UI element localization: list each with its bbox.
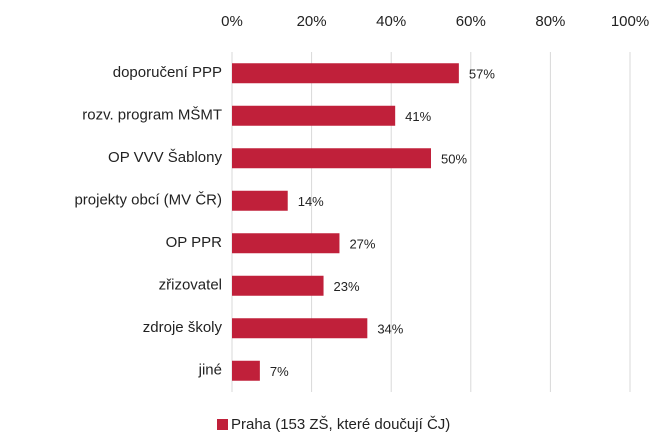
legend-swatch	[217, 419, 228, 430]
y-tick-label: zřizovatel	[159, 277, 222, 294]
bar	[232, 318, 368, 339]
data-label: 23%	[334, 279, 360, 294]
x-tick-label: 60%	[456, 13, 486, 30]
data-label: 50%	[441, 152, 467, 167]
bar	[232, 190, 288, 211]
legend-label: Praha (153 ZŠ, které doučují ČJ)	[231, 416, 450, 433]
x-tick-label: 80%	[535, 13, 565, 30]
bar	[232, 233, 340, 254]
y-tick-label: jiné	[198, 362, 222, 379]
y-tick-label: doporučení PPP	[113, 64, 222, 81]
data-label: 7%	[270, 364, 289, 379]
y-tick-label: rozv. program MŠMT	[82, 107, 222, 124]
bar	[232, 105, 396, 126]
bar	[232, 63, 459, 84]
data-label: 27%	[349, 237, 375, 252]
y-tick-label: zdroje školy	[143, 319, 223, 336]
x-tick-label: 0%	[221, 13, 243, 30]
y-tick-label: projekty obcí (MV ČR)	[74, 192, 222, 209]
data-label: 34%	[377, 322, 403, 337]
data-label: 57%	[469, 67, 495, 82]
bar	[232, 360, 260, 381]
data-label: 14%	[298, 194, 324, 209]
bar	[232, 275, 324, 296]
x-tick-label: 40%	[376, 13, 406, 30]
x-tick-label: 100%	[611, 13, 649, 30]
y-tick-label: OP VVV Šablony	[108, 149, 222, 166]
data-label: 41%	[405, 109, 431, 124]
bar	[232, 148, 431, 169]
y-tick-label: OP PPR	[166, 234, 223, 251]
x-tick-label: 20%	[297, 13, 327, 30]
